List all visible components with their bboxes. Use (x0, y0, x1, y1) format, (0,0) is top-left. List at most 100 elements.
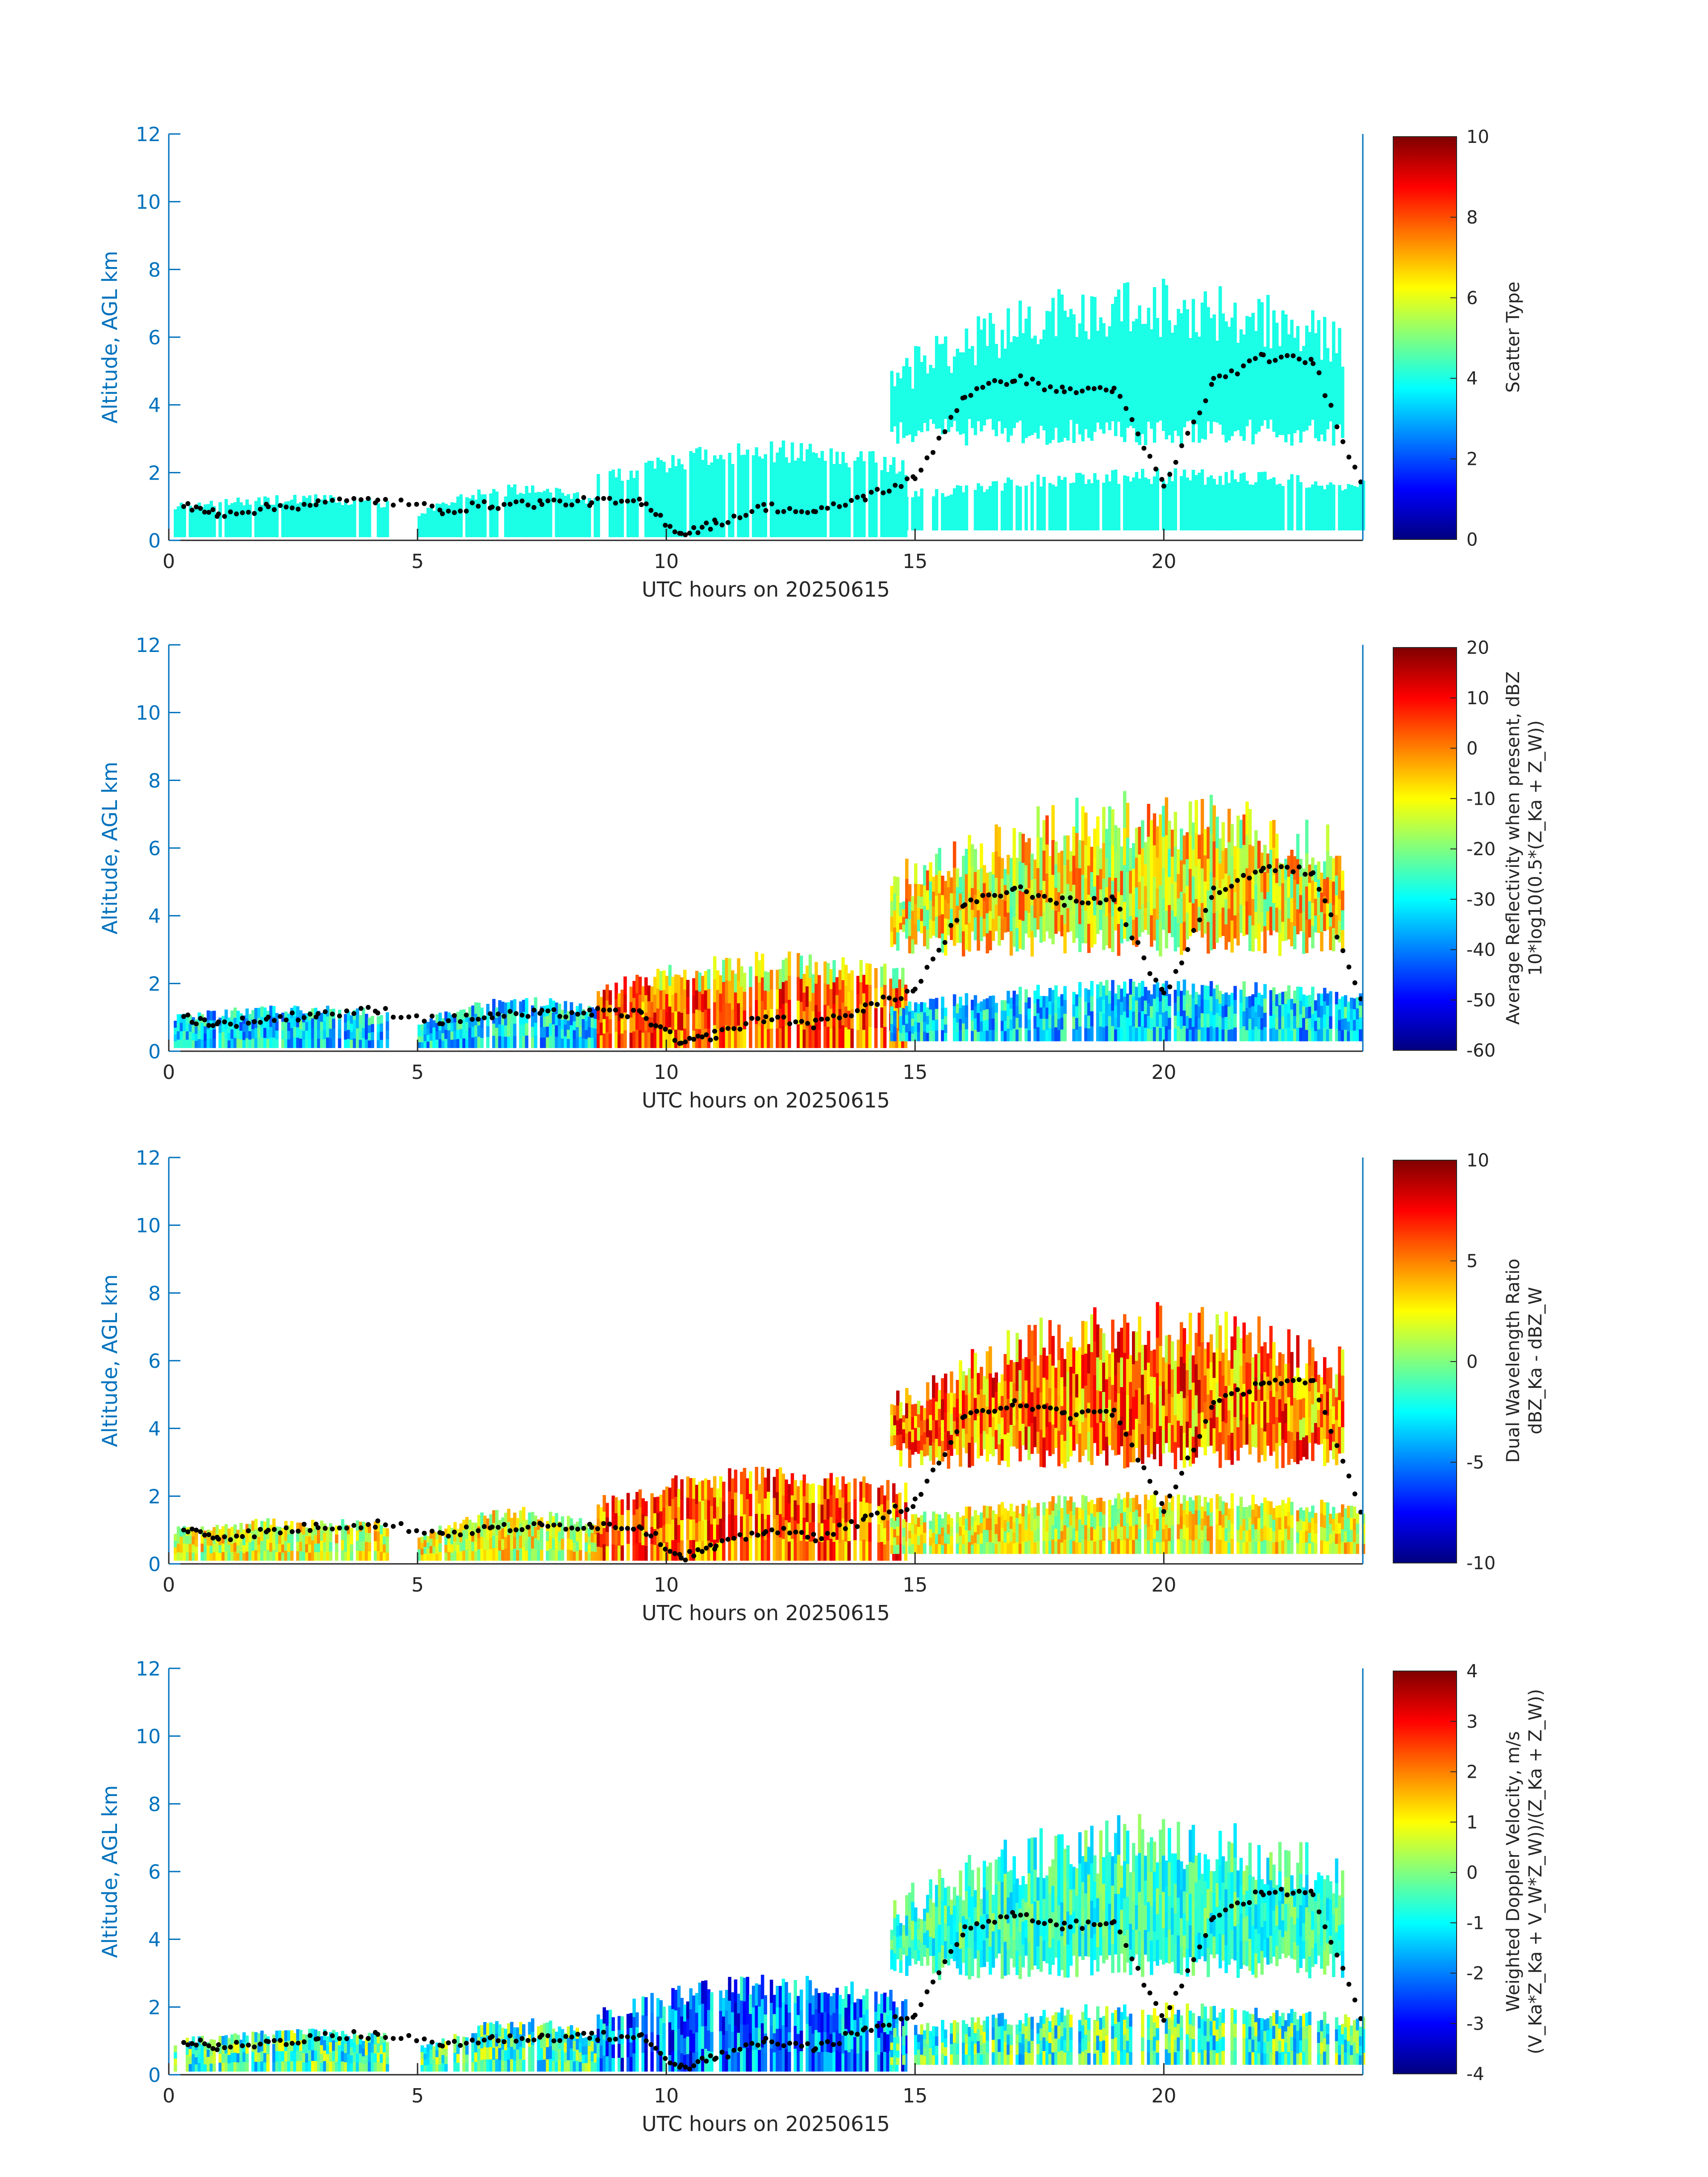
field-cell (1236, 913, 1240, 946)
field-cell (453, 528, 457, 537)
field-cell (477, 1538, 481, 1550)
field-cell (991, 919, 995, 941)
field-cell (1051, 1015, 1055, 1029)
field-cell (1000, 381, 1004, 408)
cloud-base-point (569, 1010, 574, 1015)
field-cell (444, 512, 448, 521)
field-cell (1153, 877, 1157, 909)
field-cell (899, 916, 903, 923)
field-cell (1338, 519, 1341, 531)
field-cell (495, 491, 499, 503)
cloud-base-point (414, 501, 419, 507)
field-cell (468, 1529, 472, 1541)
field-cell (367, 527, 372, 537)
field-cell (302, 1526, 306, 1535)
field-cell (572, 1039, 576, 1048)
field-cell (498, 1012, 502, 1024)
field-cell (1272, 847, 1276, 876)
field-cell (880, 470, 884, 487)
field-cell (728, 958, 731, 981)
field-cell (1177, 1026, 1180, 1041)
cloud-base-point (1285, 865, 1290, 870)
field-cell (1036, 806, 1040, 837)
field-cell (1045, 1030, 1049, 1041)
field-cell (585, 503, 588, 512)
field-cell (1209, 833, 1213, 873)
field-cell (174, 1041, 177, 1048)
field-cell (1006, 408, 1010, 443)
field-cell (242, 1529, 246, 1538)
cloud-base-point (1303, 360, 1308, 365)
field-cell (1117, 518, 1121, 531)
field-cell (254, 519, 258, 528)
field-cell (1132, 869, 1136, 894)
field-cell (1057, 911, 1061, 932)
field-cell (498, 1036, 502, 1048)
x-tick-label: 15 (902, 550, 927, 573)
field-cell (471, 1551, 475, 1561)
field-cell (1242, 515, 1246, 531)
field-cell (973, 849, 977, 872)
field-cell (185, 1544, 189, 1553)
field-cell (1230, 856, 1234, 889)
field-cell (618, 993, 621, 1007)
field-cell (525, 1540, 529, 1550)
colorbar (1393, 647, 1457, 1051)
field-cell (1287, 384, 1291, 409)
field-cell (1144, 864, 1148, 886)
field-cell (1144, 907, 1148, 930)
field-cell (844, 481, 848, 500)
field-cell (1159, 399, 1162, 421)
field-cell (468, 1540, 472, 1551)
field-cell (665, 994, 669, 1012)
field-cell (1260, 486, 1264, 501)
field-cell (1308, 379, 1311, 402)
field-cell (923, 926, 927, 946)
field-cell (1126, 1029, 1130, 1041)
field-cell (760, 953, 764, 978)
field-cell (908, 384, 912, 401)
field-cell (1200, 1013, 1204, 1028)
field-cell (242, 1553, 246, 1561)
field-cell (926, 870, 930, 890)
field-cell (1006, 517, 1010, 531)
field-cell (551, 1036, 555, 1048)
cloud-base-dots (181, 864, 1363, 1046)
field-cell (1311, 337, 1315, 365)
field-cell (347, 1551, 351, 1561)
cloud-base-point (672, 529, 677, 535)
field-cell (850, 1028, 854, 1048)
field-cell (1215, 361, 1219, 382)
field-cell (1177, 981, 1180, 997)
cloud-base-point (422, 1019, 427, 1024)
field-cell (1045, 844, 1049, 873)
field-cell (308, 495, 312, 506)
field-cell (429, 1033, 433, 1041)
field-cell (904, 475, 908, 491)
field-cell (492, 1523, 496, 1536)
field-cell (1072, 518, 1076, 531)
field-cell (380, 530, 383, 537)
field-cell (1299, 351, 1303, 374)
field-cell (781, 489, 785, 513)
colorbar-tick-label: -60 (1466, 1040, 1495, 1061)
field-cell (853, 460, 857, 480)
field-cell (1332, 507, 1336, 519)
field-cell (1227, 1029, 1231, 1041)
field-cell (797, 1000, 800, 1024)
field-cell (1072, 992, 1076, 1005)
field-cell (935, 895, 939, 917)
field-cell (236, 1537, 240, 1546)
cloud-base-point (252, 511, 257, 516)
cloud-base-point (607, 496, 612, 501)
field-cell (1245, 371, 1249, 399)
field-cell (380, 1525, 383, 1534)
field-cell (1269, 491, 1273, 505)
field-cell (1165, 996, 1169, 1011)
field-cell (1078, 982, 1082, 997)
cloud-base-point (537, 498, 543, 503)
field-cell (593, 507, 597, 518)
field-cell (722, 479, 726, 498)
field-cell (1239, 382, 1243, 409)
field-cell (1263, 365, 1267, 384)
